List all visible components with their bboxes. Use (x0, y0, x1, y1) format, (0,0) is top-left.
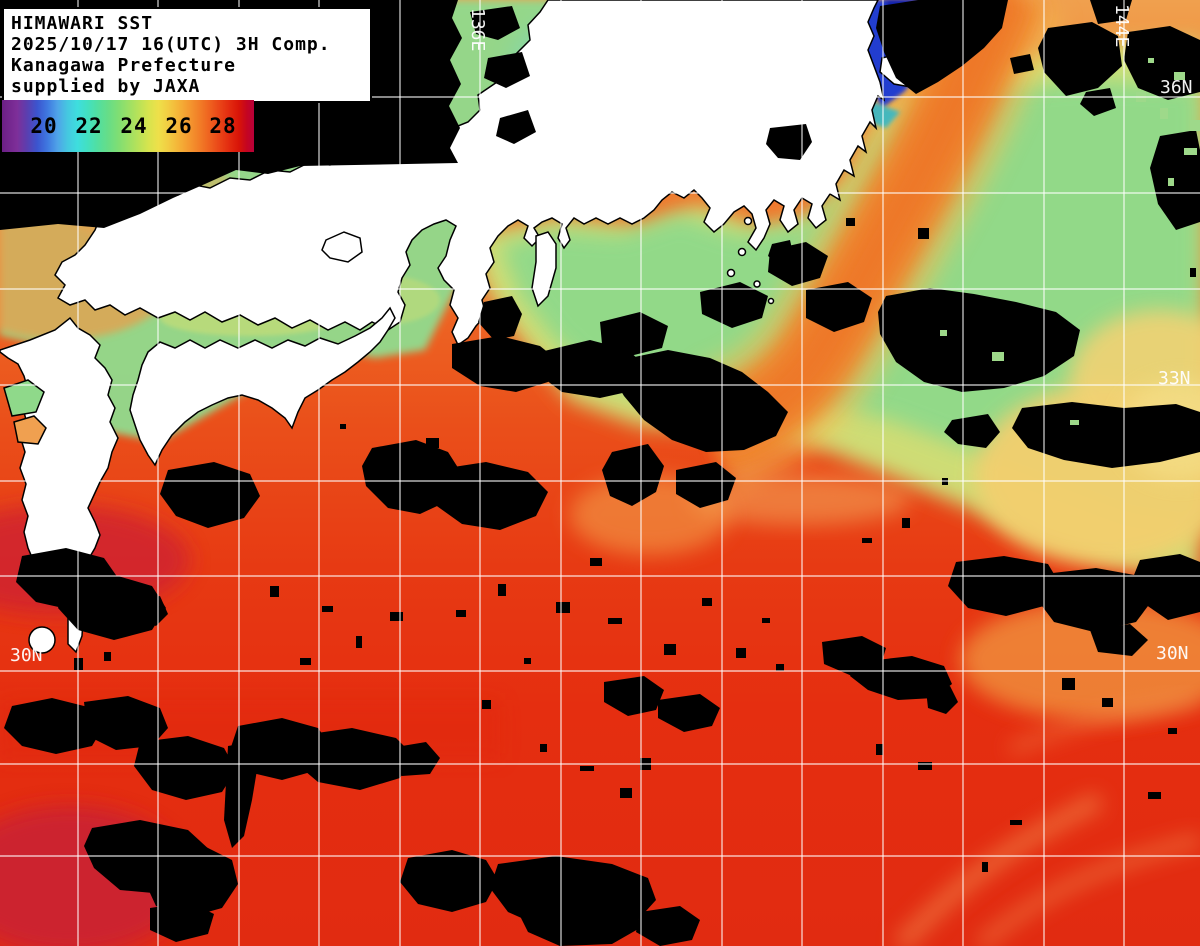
cloud-gap-speck (1148, 58, 1154, 63)
grid-labels: 136E 144E 36N 33N 30N 30N (10, 4, 1193, 666)
colorbar-tick-22: 22 (75, 114, 103, 138)
cloud-speck (1168, 728, 1177, 734)
grid-label-36N: 36N (1160, 77, 1193, 98)
island-shodoshima (321, 231, 363, 263)
cloud-gap-speck (1184, 148, 1197, 155)
cloud-speck (664, 644, 676, 655)
cloud-speck (608, 618, 622, 624)
cloud-speck (876, 744, 883, 755)
cloud-speck (1190, 268, 1196, 277)
colorbar-tick-20: 20 (30, 114, 58, 138)
cloud-gap-speck (1174, 72, 1185, 80)
cloud-speck (702, 598, 712, 606)
cloud-speck (426, 438, 439, 448)
izu-island (743, 216, 753, 226)
colorbar-tick-26: 26 (165, 114, 193, 138)
cloud-gap-speck (940, 330, 947, 336)
cloud-speck (846, 218, 855, 226)
orange-transition (960, 600, 1200, 720)
island-yakushima (28, 626, 56, 654)
cloud-speck (736, 648, 746, 658)
grid-label-30N: 30N (1156, 643, 1189, 664)
cloud-speck (590, 558, 602, 566)
grid-label-144E: 144E (1111, 4, 1132, 47)
cloud-speck (918, 228, 929, 239)
pale-streak (975, 833, 1200, 946)
timestamp: 2025/10/17 16(UTC) 3H Comp. (11, 34, 331, 55)
info-box: HIMAWARI SST 2025/10/17 16(UTC) 3H Comp.… (2, 7, 372, 103)
cloud-speck (540, 744, 547, 752)
cloud-speck (104, 652, 111, 661)
cloud-speck (762, 618, 770, 623)
cloud-speck (580, 766, 594, 771)
colorbar-tick-28: 28 (209, 114, 237, 138)
cloud-speck (620, 788, 632, 798)
cloud-speck (524, 658, 531, 664)
cloud-speck (356, 636, 362, 648)
pale-streak (1007, 694, 1200, 756)
cloud-speck (556, 602, 570, 613)
cloud-gap-speck (1168, 178, 1174, 186)
pale-streak (893, 791, 1105, 946)
colorbar-tick-24: 24 (120, 114, 148, 138)
product-title: HIMAWARI SST (11, 13, 154, 34)
izu-island (767, 297, 775, 305)
cloud-gap-speck (1190, 120, 1200, 131)
cloud-speck (1062, 678, 1075, 690)
cloud-speck (960, 300, 973, 306)
grid-label-33N: 33N (1158, 368, 1191, 389)
peninsula-atsumi (531, 231, 557, 308)
cloud-speck (862, 538, 872, 543)
cloud-speck (982, 862, 988, 872)
cloud-speck (340, 424, 346, 429)
land-shikoku (129, 306, 396, 467)
temperature-colorbar: 20 22 24 26 28 (2, 100, 254, 152)
cloud-speck (902, 518, 910, 528)
cloud-gap-speck (1160, 108, 1168, 119)
cloud-speck (776, 664, 784, 671)
cloud-speck (300, 658, 311, 665)
cloud-speck (1148, 792, 1161, 799)
cloud-speck (456, 610, 466, 617)
izu-island (726, 268, 736, 278)
cloud-speck (482, 700, 491, 709)
cloud-speck (1102, 698, 1113, 707)
cloud-speck (1010, 820, 1022, 825)
cloud-speck (918, 762, 932, 770)
cloud-gap-speck (1070, 420, 1079, 425)
cloud-speck (322, 606, 333, 612)
grid-label-136E: 136E (467, 8, 488, 51)
provider: Kanagawa Prefecture (11, 55, 236, 76)
cloud-speck (390, 612, 403, 621)
cloud-speck (498, 584, 506, 596)
credit: supplied by JAXA (11, 76, 201, 97)
pale-streak (690, 475, 910, 525)
cloud-gap-speck (992, 352, 1004, 361)
islet-outlined (13, 415, 47, 445)
cloud-speck (270, 586, 279, 597)
izu-island (737, 247, 747, 257)
izu-island (753, 280, 761, 288)
kuroshio-core (708, 0, 1026, 450)
islet-outlined (3, 379, 45, 417)
grid-label-30N: 30N (10, 645, 43, 666)
